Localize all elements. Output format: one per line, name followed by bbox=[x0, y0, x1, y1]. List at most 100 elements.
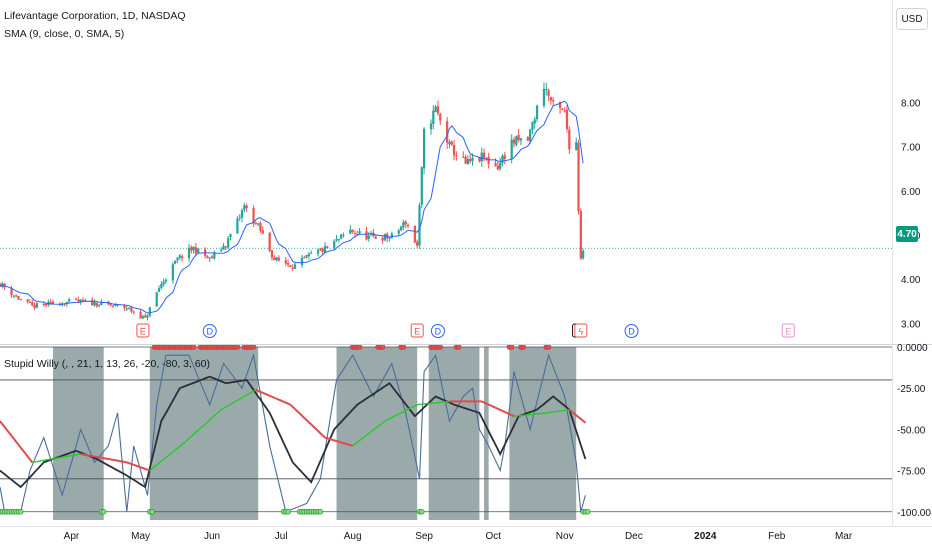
candle-body bbox=[512, 139, 516, 144]
slow-average-segment bbox=[241, 395, 245, 399]
slow-average-segment bbox=[6, 429, 11, 434]
oversold-shade bbox=[509, 347, 577, 520]
candle-body bbox=[335, 239, 338, 241]
slow-average-segment bbox=[305, 419, 310, 423]
slow-average-segment bbox=[13, 438, 17, 443]
candle-body bbox=[284, 260, 287, 264]
candle-body bbox=[337, 238, 340, 240]
candle-body bbox=[254, 222, 257, 224]
slow-average-segment bbox=[331, 438, 335, 442]
slow-average-segment bbox=[400, 411, 404, 414]
candle-body bbox=[77, 299, 80, 302]
earnings-event-marker bbox=[574, 323, 588, 338]
candle-body bbox=[397, 230, 400, 234]
slow-average-segment bbox=[128, 462, 132, 465]
slow-average-segment bbox=[153, 464, 158, 468]
slow-average-segment bbox=[338, 440, 342, 444]
slow-average-segment bbox=[283, 400, 287, 404]
slow-average-segment bbox=[321, 434, 326, 439]
candle-body bbox=[178, 255, 181, 258]
slow-average-segment bbox=[289, 403, 294, 408]
slow-average-segment bbox=[237, 398, 241, 401]
candle-body bbox=[19, 298, 22, 300]
slow-average-segment bbox=[163, 456, 167, 460]
slow-average-segment bbox=[350, 444, 353, 447]
candle-body bbox=[252, 208, 255, 224]
shaded-regions bbox=[53, 347, 577, 520]
slow-average-segment bbox=[303, 417, 308, 421]
slow-average-segment bbox=[234, 399, 238, 403]
candle-body bbox=[289, 265, 292, 267]
slow-average-segment bbox=[490, 404, 494, 408]
candle-body bbox=[194, 247, 198, 254]
candle-body bbox=[164, 279, 168, 282]
price-tick-label: 8.00 bbox=[901, 98, 921, 109]
oversold-shade bbox=[336, 347, 418, 520]
slow-average-segment bbox=[165, 455, 169, 459]
slow-average-segment bbox=[26, 455, 31, 461]
fast-average-line bbox=[0, 375, 587, 489]
slow-average-segment bbox=[412, 405, 416, 408]
candle-body bbox=[81, 299, 85, 301]
candle-body bbox=[93, 301, 96, 306]
slow-average-segment bbox=[253, 389, 257, 392]
candle-body bbox=[404, 221, 407, 225]
top-marker bbox=[400, 344, 407, 350]
date-tick-label: Sep bbox=[415, 531, 433, 542]
slow-average-segment bbox=[227, 403, 231, 407]
slow-average-segment bbox=[147, 468, 151, 472]
slow-average-segment bbox=[1, 423, 6, 428]
candle-body bbox=[432, 110, 435, 125]
slow-average-segment bbox=[492, 405, 496, 409]
candle-body bbox=[33, 304, 36, 308]
slow-average-segment bbox=[213, 413, 218, 417]
candle-body bbox=[406, 224, 410, 227]
bottom-marker bbox=[317, 509, 324, 515]
candle-body bbox=[291, 267, 294, 269]
slow-average-segment bbox=[347, 443, 351, 447]
candle-body bbox=[496, 165, 499, 170]
currency-button[interactable]: USD bbox=[896, 8, 928, 30]
slow-average-segment bbox=[483, 401, 487, 405]
indicator-tick-label: 0.0000 bbox=[897, 343, 928, 354]
slow-average-segment bbox=[298, 412, 303, 417]
sma-series bbox=[0, 100, 584, 314]
candle-body bbox=[316, 249, 320, 254]
slow-average-segment bbox=[202, 423, 206, 427]
slow-average-segment bbox=[144, 467, 148, 471]
slow-average-segment bbox=[280, 399, 284, 403]
candle-body bbox=[12, 295, 15, 297]
indicator-legend: Stupid Willy (, , 21, 1, 13, 26, -20, -8… bbox=[4, 358, 211, 370]
slow-average-segment bbox=[502, 409, 506, 413]
date-tick-label: Jun bbox=[204, 531, 220, 542]
dividend-event-marker bbox=[202, 324, 217, 338]
candle-body bbox=[68, 299, 71, 302]
slow-average-segment bbox=[133, 463, 137, 467]
slow-average-segment bbox=[19, 447, 24, 452]
slow-average-segment bbox=[495, 406, 499, 410]
candle-body bbox=[381, 237, 384, 241]
slow-average-segment bbox=[190, 433, 195, 437]
candle-body bbox=[390, 233, 393, 238]
candle-body bbox=[353, 232, 357, 234]
candle-body bbox=[10, 287, 13, 296]
slow-average-segment bbox=[216, 411, 220, 415]
slow-average-segment bbox=[200, 425, 204, 429]
candle-body bbox=[236, 218, 239, 234]
candle-body bbox=[245, 205, 248, 209]
slow-average-segment bbox=[414, 404, 418, 407]
candle-body bbox=[545, 88, 548, 90]
candle-body bbox=[464, 156, 467, 164]
candlestick-series bbox=[0, 82, 585, 321]
slow-average-segment bbox=[504, 411, 508, 414]
slow-average-segment bbox=[398, 412, 402, 415]
candle-body bbox=[326, 246, 329, 248]
candle-body bbox=[190, 247, 193, 251]
slow-average-segment bbox=[573, 412, 577, 417]
slow-average-segment bbox=[142, 467, 146, 470]
candle-body bbox=[450, 141, 453, 145]
candle-body bbox=[155, 292, 158, 307]
candle-body bbox=[549, 97, 553, 101]
bottom-marker bbox=[585, 509, 591, 515]
